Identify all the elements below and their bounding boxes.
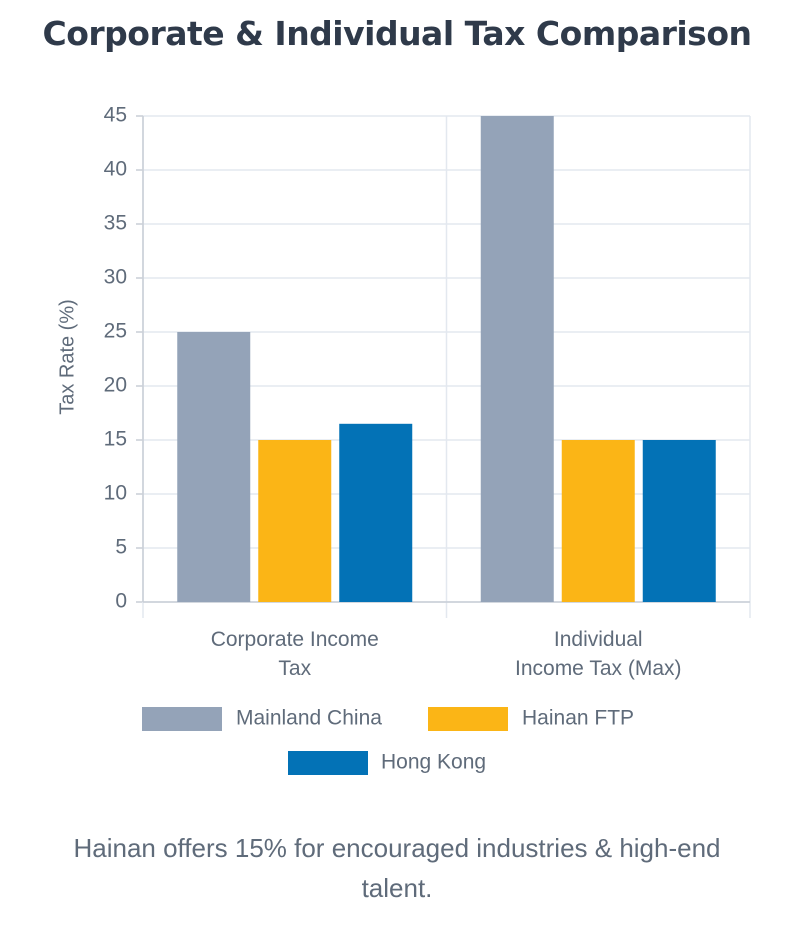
y-tick-label: 30 xyxy=(104,266,127,289)
legend-label: Hainan FTP xyxy=(522,707,634,730)
bar-hong-kong xyxy=(642,440,716,602)
legend-swatch xyxy=(428,707,508,731)
bar-mainland-china xyxy=(480,116,554,602)
bar-hainan-ftp xyxy=(258,440,332,602)
x-tick-label: Corporate Income xyxy=(211,628,379,651)
y-tick-label: 10 xyxy=(104,482,127,505)
bar-mainland-china xyxy=(177,332,251,602)
legend-label: Hong Kong xyxy=(381,751,486,774)
bar-hong-kong xyxy=(339,423,413,602)
legend-label: Mainland China xyxy=(236,707,382,730)
x-tick-label: Individual xyxy=(554,628,643,651)
x-tick-label: Tax xyxy=(278,657,311,680)
y-axis-label: Tax Rate (%) xyxy=(56,299,78,415)
bar-hainan-ftp xyxy=(561,440,635,602)
y-tick-label: 45 xyxy=(104,104,127,127)
y-tick-label: 25 xyxy=(104,320,127,343)
y-tick-label: 5 xyxy=(115,536,127,559)
x-tick-label: Income Tax (Max) xyxy=(515,657,682,680)
y-tick-label: 35 xyxy=(104,212,127,235)
y-tick-label: 40 xyxy=(104,158,127,181)
legend-swatch xyxy=(288,751,368,775)
y-tick-label: 20 xyxy=(104,374,127,397)
legend-swatch xyxy=(142,707,222,731)
y-tick-label: 15 xyxy=(104,428,127,451)
chart-caption: Hainan offers 15% for encouraged industr… xyxy=(73,833,721,903)
bar-chart: 0 5 10 15 20 25 30 35 40 45 Tax Rate (%) Corporate … xyxy=(56,104,751,775)
chart-title: Corporate & Individual Tax Comparison xyxy=(42,14,752,53)
y-tick-label: 0 xyxy=(115,590,127,613)
